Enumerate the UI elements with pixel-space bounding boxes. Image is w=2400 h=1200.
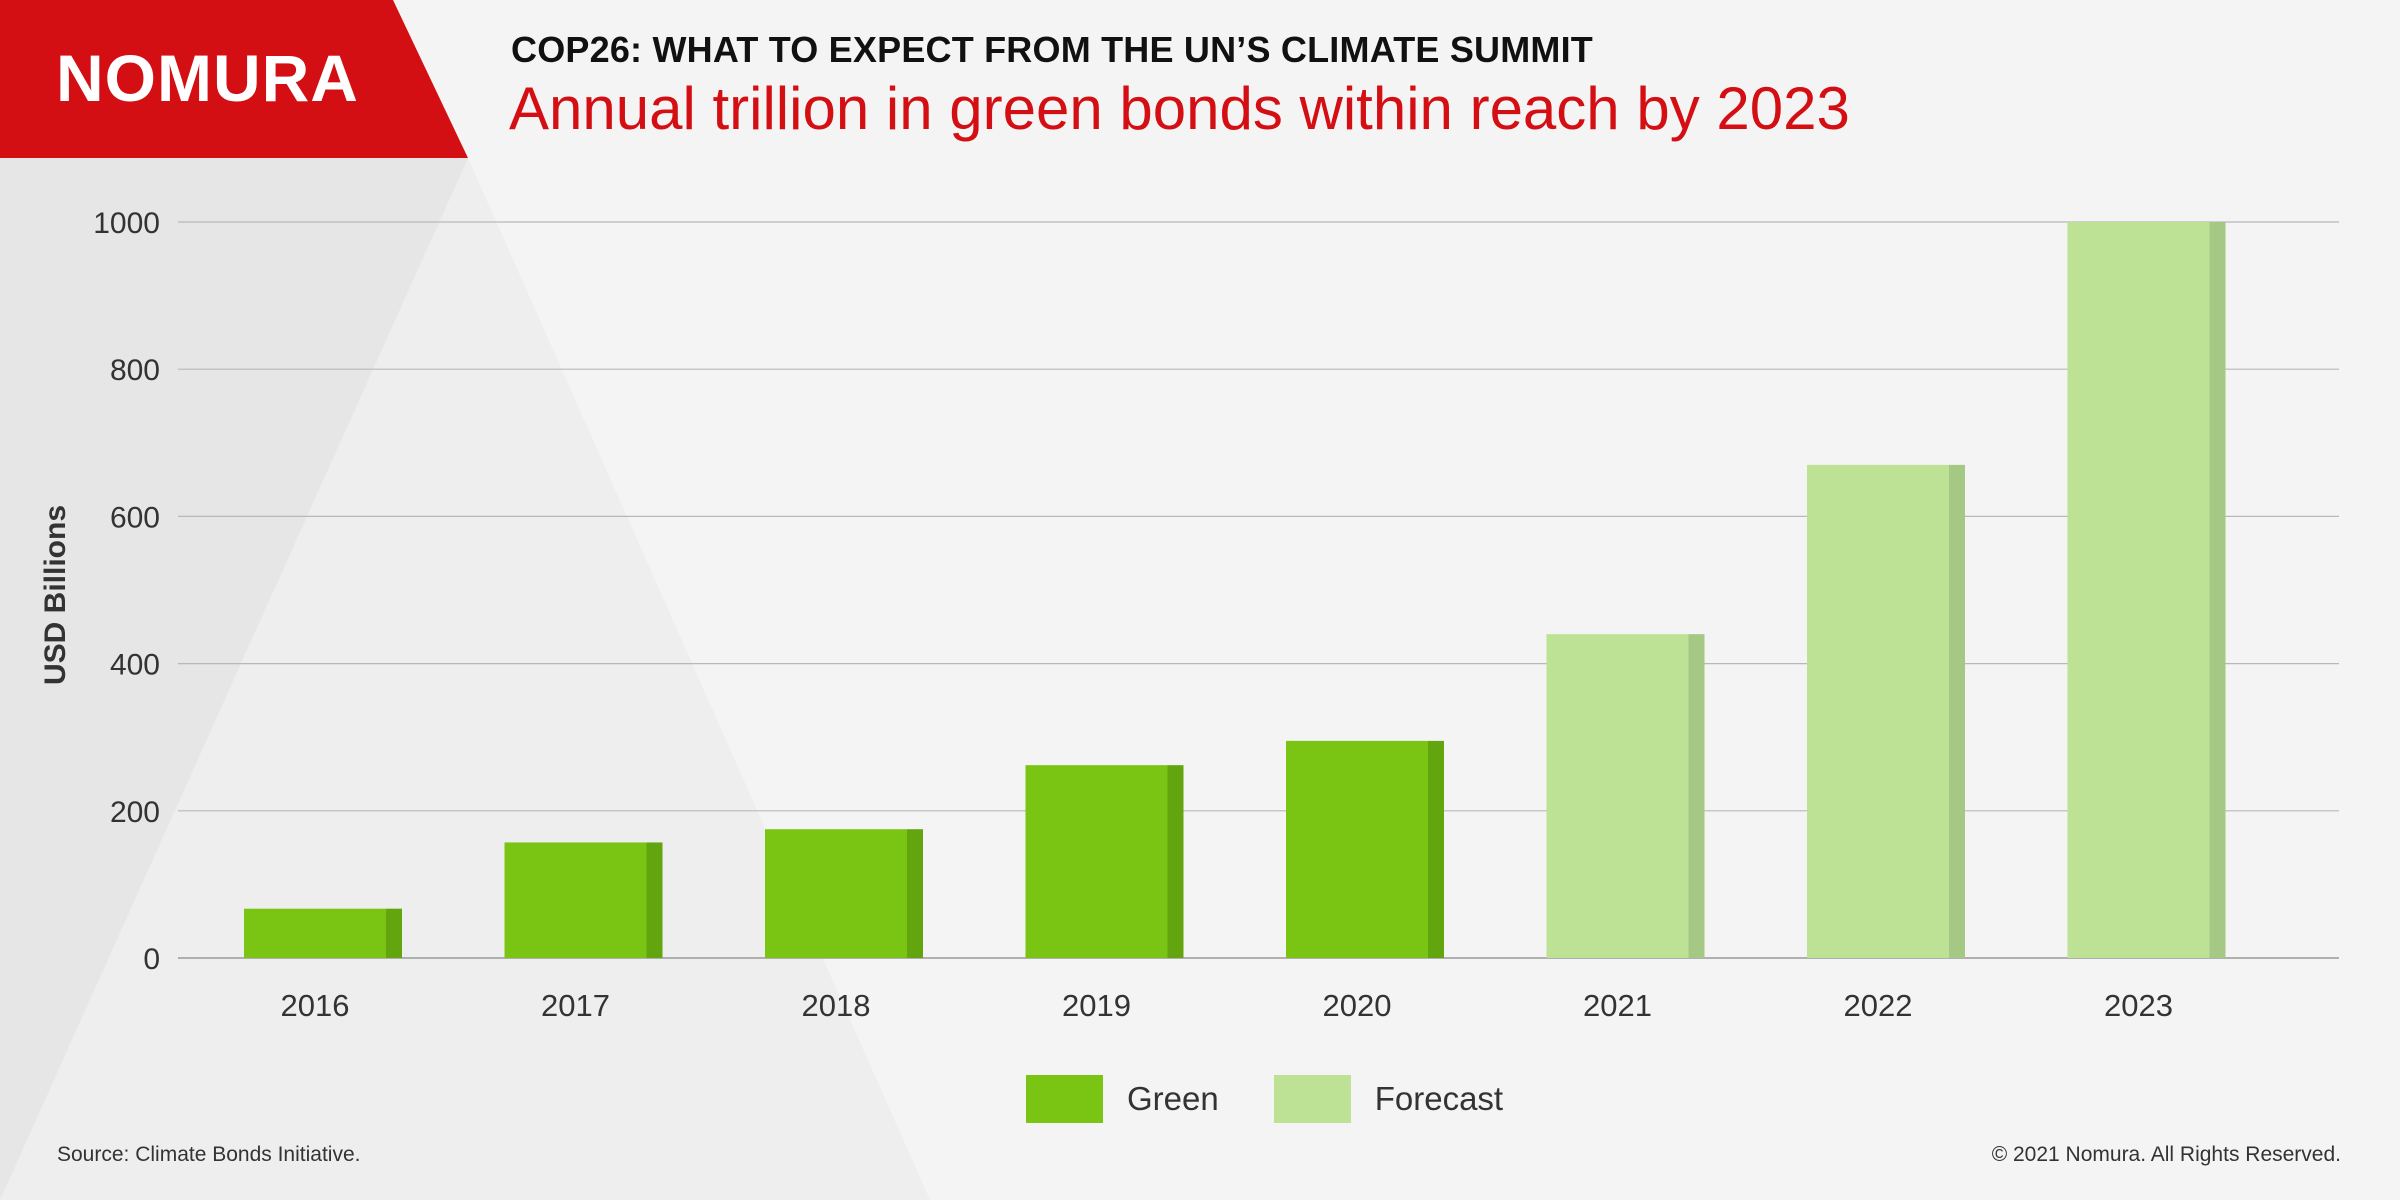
y-tick-label: 1000 bbox=[93, 207, 160, 240]
bar-side-green-2019 bbox=[1167, 765, 1184, 958]
chart-title: Annual trillion in green bonds within re… bbox=[509, 75, 1850, 142]
legend-item-green: Green bbox=[1026, 1075, 1219, 1123]
y-tick-label: 200 bbox=[110, 796, 160, 829]
bar-forecast-2021 bbox=[1546, 634, 1689, 958]
x-tick-label: 2019 bbox=[1062, 988, 1131, 1023]
y-axis-label: USD Billions bbox=[39, 504, 72, 686]
x-tick-label: 2017 bbox=[541, 988, 610, 1023]
bar-green-2019 bbox=[1025, 765, 1168, 958]
bar-forecast-2023 bbox=[2067, 222, 2210, 958]
x-tick-label: 2022 bbox=[1844, 988, 1913, 1023]
y-tick-label: 800 bbox=[110, 354, 160, 387]
bar-green-2016 bbox=[244, 908, 386, 958]
legend-swatch-green bbox=[1026, 1075, 1103, 1123]
logo-banner bbox=[0, 0, 468, 158]
header-kicker: COP26: WHAT TO EXPECT FROM THE UN’S CLIM… bbox=[511, 29, 1594, 70]
bar-side-green-2016 bbox=[386, 908, 402, 958]
y-tick-label: 600 bbox=[110, 501, 160, 534]
y-tick-label: 0 bbox=[143, 943, 160, 976]
nomura-logo: NOMURA bbox=[56, 41, 359, 115]
bar-side-green-2020 bbox=[1428, 740, 1444, 958]
x-tick-label: 2023 bbox=[2104, 988, 2173, 1023]
source-note: Source: Climate Bonds Initiative. bbox=[57, 1143, 361, 1166]
bar-side-forecast-2022 bbox=[1949, 464, 1965, 958]
bar-side-forecast-2021 bbox=[1688, 634, 1705, 958]
bar-side-green-2017 bbox=[646, 842, 663, 958]
x-tick-label: 2021 bbox=[1583, 988, 1652, 1023]
chart-legend: Green Forecast bbox=[1026, 1075, 1558, 1123]
bar-green-2018 bbox=[765, 829, 907, 958]
copyright-note: © 2021 Nomura. All Rights Reserved. bbox=[1991, 1143, 2341, 1166]
bar-green-2020 bbox=[1286, 740, 1428, 958]
legend-item-forecast: Forecast bbox=[1273, 1075, 1504, 1123]
legend-label-forecast: Forecast bbox=[1374, 1080, 1504, 1117]
legend-swatch-forecast bbox=[1273, 1075, 1351, 1123]
bar-side-green-2018 bbox=[907, 829, 923, 958]
bar-green-2017 bbox=[504, 842, 647, 958]
bar-forecast-2022 bbox=[1807, 464, 1949, 958]
bar-side-forecast-2023 bbox=[2209, 222, 2226, 958]
x-tick-label: 2020 bbox=[1323, 988, 1392, 1023]
legend-label-green: Green bbox=[1127, 1080, 1219, 1117]
x-tick-label: 2018 bbox=[802, 988, 871, 1023]
y-tick-label: 400 bbox=[110, 649, 160, 682]
x-tick-label: 2016 bbox=[281, 988, 350, 1023]
